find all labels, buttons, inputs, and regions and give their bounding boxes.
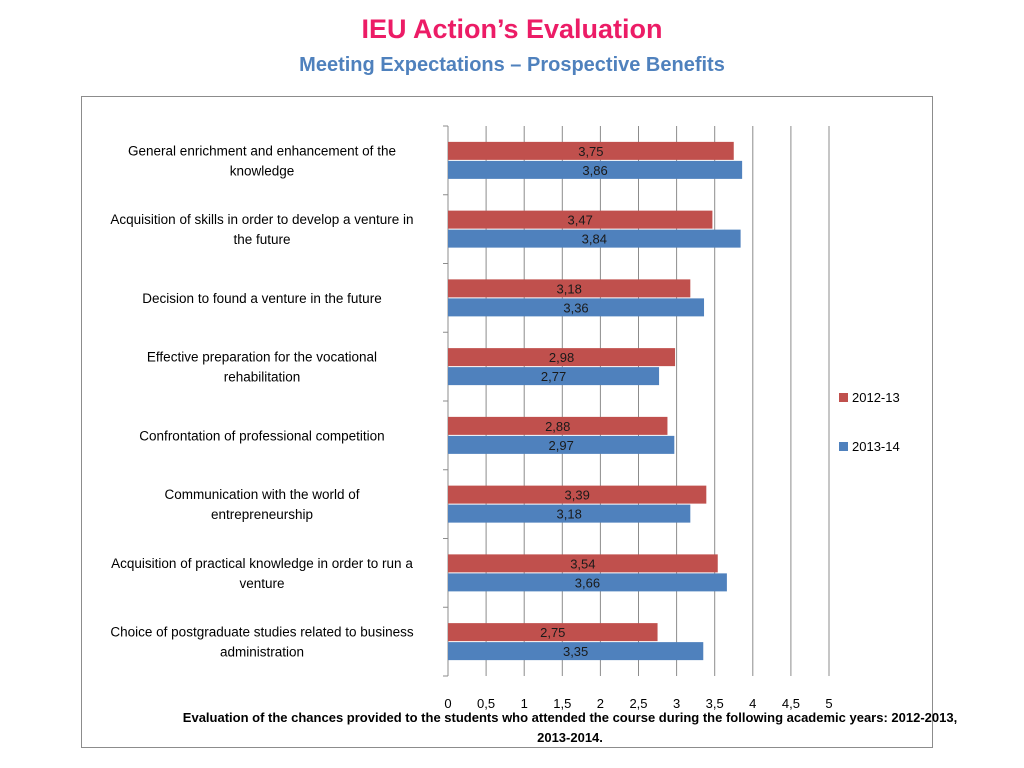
x-tick-label: 1,5 [553,696,571,711]
bar-2013-14 [448,367,660,386]
data-label: 2,88 [545,419,570,434]
page-title: IEU Action’s Evaluation [361,14,663,44]
x-tick-label: 2,5 [629,696,647,711]
bar-2012-13 [448,485,707,504]
axes [443,125,449,677]
bar-2013-14 [448,435,675,454]
data-label: 3,75 [578,144,603,159]
data-label: 3,18 [557,507,582,522]
data-label: 3,47 [568,213,593,228]
x-tick-label: 0,5 [477,696,495,711]
data-label: 3,36 [563,300,588,315]
x-tick-labels: 0 0,5 1 1,5 2 2,5 3 3,5 4 4,5 5 [444,696,832,711]
bar-2012-13 [448,554,718,573]
bar-2013-14 [448,573,727,592]
x-tick-label: 4,5 [782,696,800,711]
data-label: 3,39 [565,488,590,503]
category-label: Acquisition of skills in order to develo… [110,212,413,247]
bar-2012-13 [448,210,713,229]
category-label: Acquisition of practical knowledge in or… [111,556,413,591]
data-label: 3,18 [557,281,582,296]
chart-frame [81,96,933,748]
bar-2012-13 [448,416,668,435]
bar-2013-14 [448,504,691,523]
x-tick-label: 4 [749,696,756,711]
bar-2012-13 [448,348,676,367]
page-subtitle: Meeting Expectations – Prospective Benef… [299,54,725,76]
x-axis-label: Evaluation of the chances provided to th… [182,710,958,745]
legend-swatch [839,393,848,402]
bar-2013-14 [448,229,741,248]
category-labels: General enrichment and enhancement of th… [110,143,413,659]
data-label: 2,97 [549,438,574,453]
legend-swatch [839,442,848,451]
category-label: Choice of postgraduate studies related t… [110,625,413,660]
data-label: 3,84 [582,232,607,247]
category-label: Confrontation of professional competitio… [139,428,384,443]
x-tick-label: 0 [444,696,451,711]
x-tick-label: 1 [521,696,528,711]
data-label: 2,98 [549,350,574,365]
bar-2012-13 [448,141,734,160]
bars: 3,75 3,86 3,47 3,84 3,18 3,36 2,98 2,77 2,88 2,97… [448,141,743,661]
bar-2013-14 [448,160,743,179]
category-label: Effective preparation for the vocational… [147,350,377,385]
data-label: 2,75 [540,625,565,640]
category-label: General enrichment and enhancement of th… [128,143,396,178]
category-label: Decision to found a venture in the futur… [142,291,381,306]
data-label: 3,66 [575,575,600,590]
gridlines [485,126,830,676]
data-label: 2,77 [541,369,566,384]
data-label: 3,35 [563,644,588,659]
data-label: 3,54 [570,556,595,571]
x-tick-label: 2 [597,696,604,711]
data-label: 3,86 [582,163,607,178]
x-tick-label: 3 [673,696,680,711]
bar-2013-14 [448,298,705,317]
legend-label: 2013-14 [852,439,900,454]
category-label: Communication with the world of entrepren… [164,487,359,522]
x-tick-label: 5 [825,696,832,711]
bar-2012-13 [448,623,658,642]
legend-label: 2012-13 [852,390,900,405]
bar-2012-13 [448,279,691,298]
bar-2013-14 [448,642,704,661]
x-tick-label: 3,5 [706,696,724,711]
legend: 2012-13 2013-14 [839,390,900,454]
